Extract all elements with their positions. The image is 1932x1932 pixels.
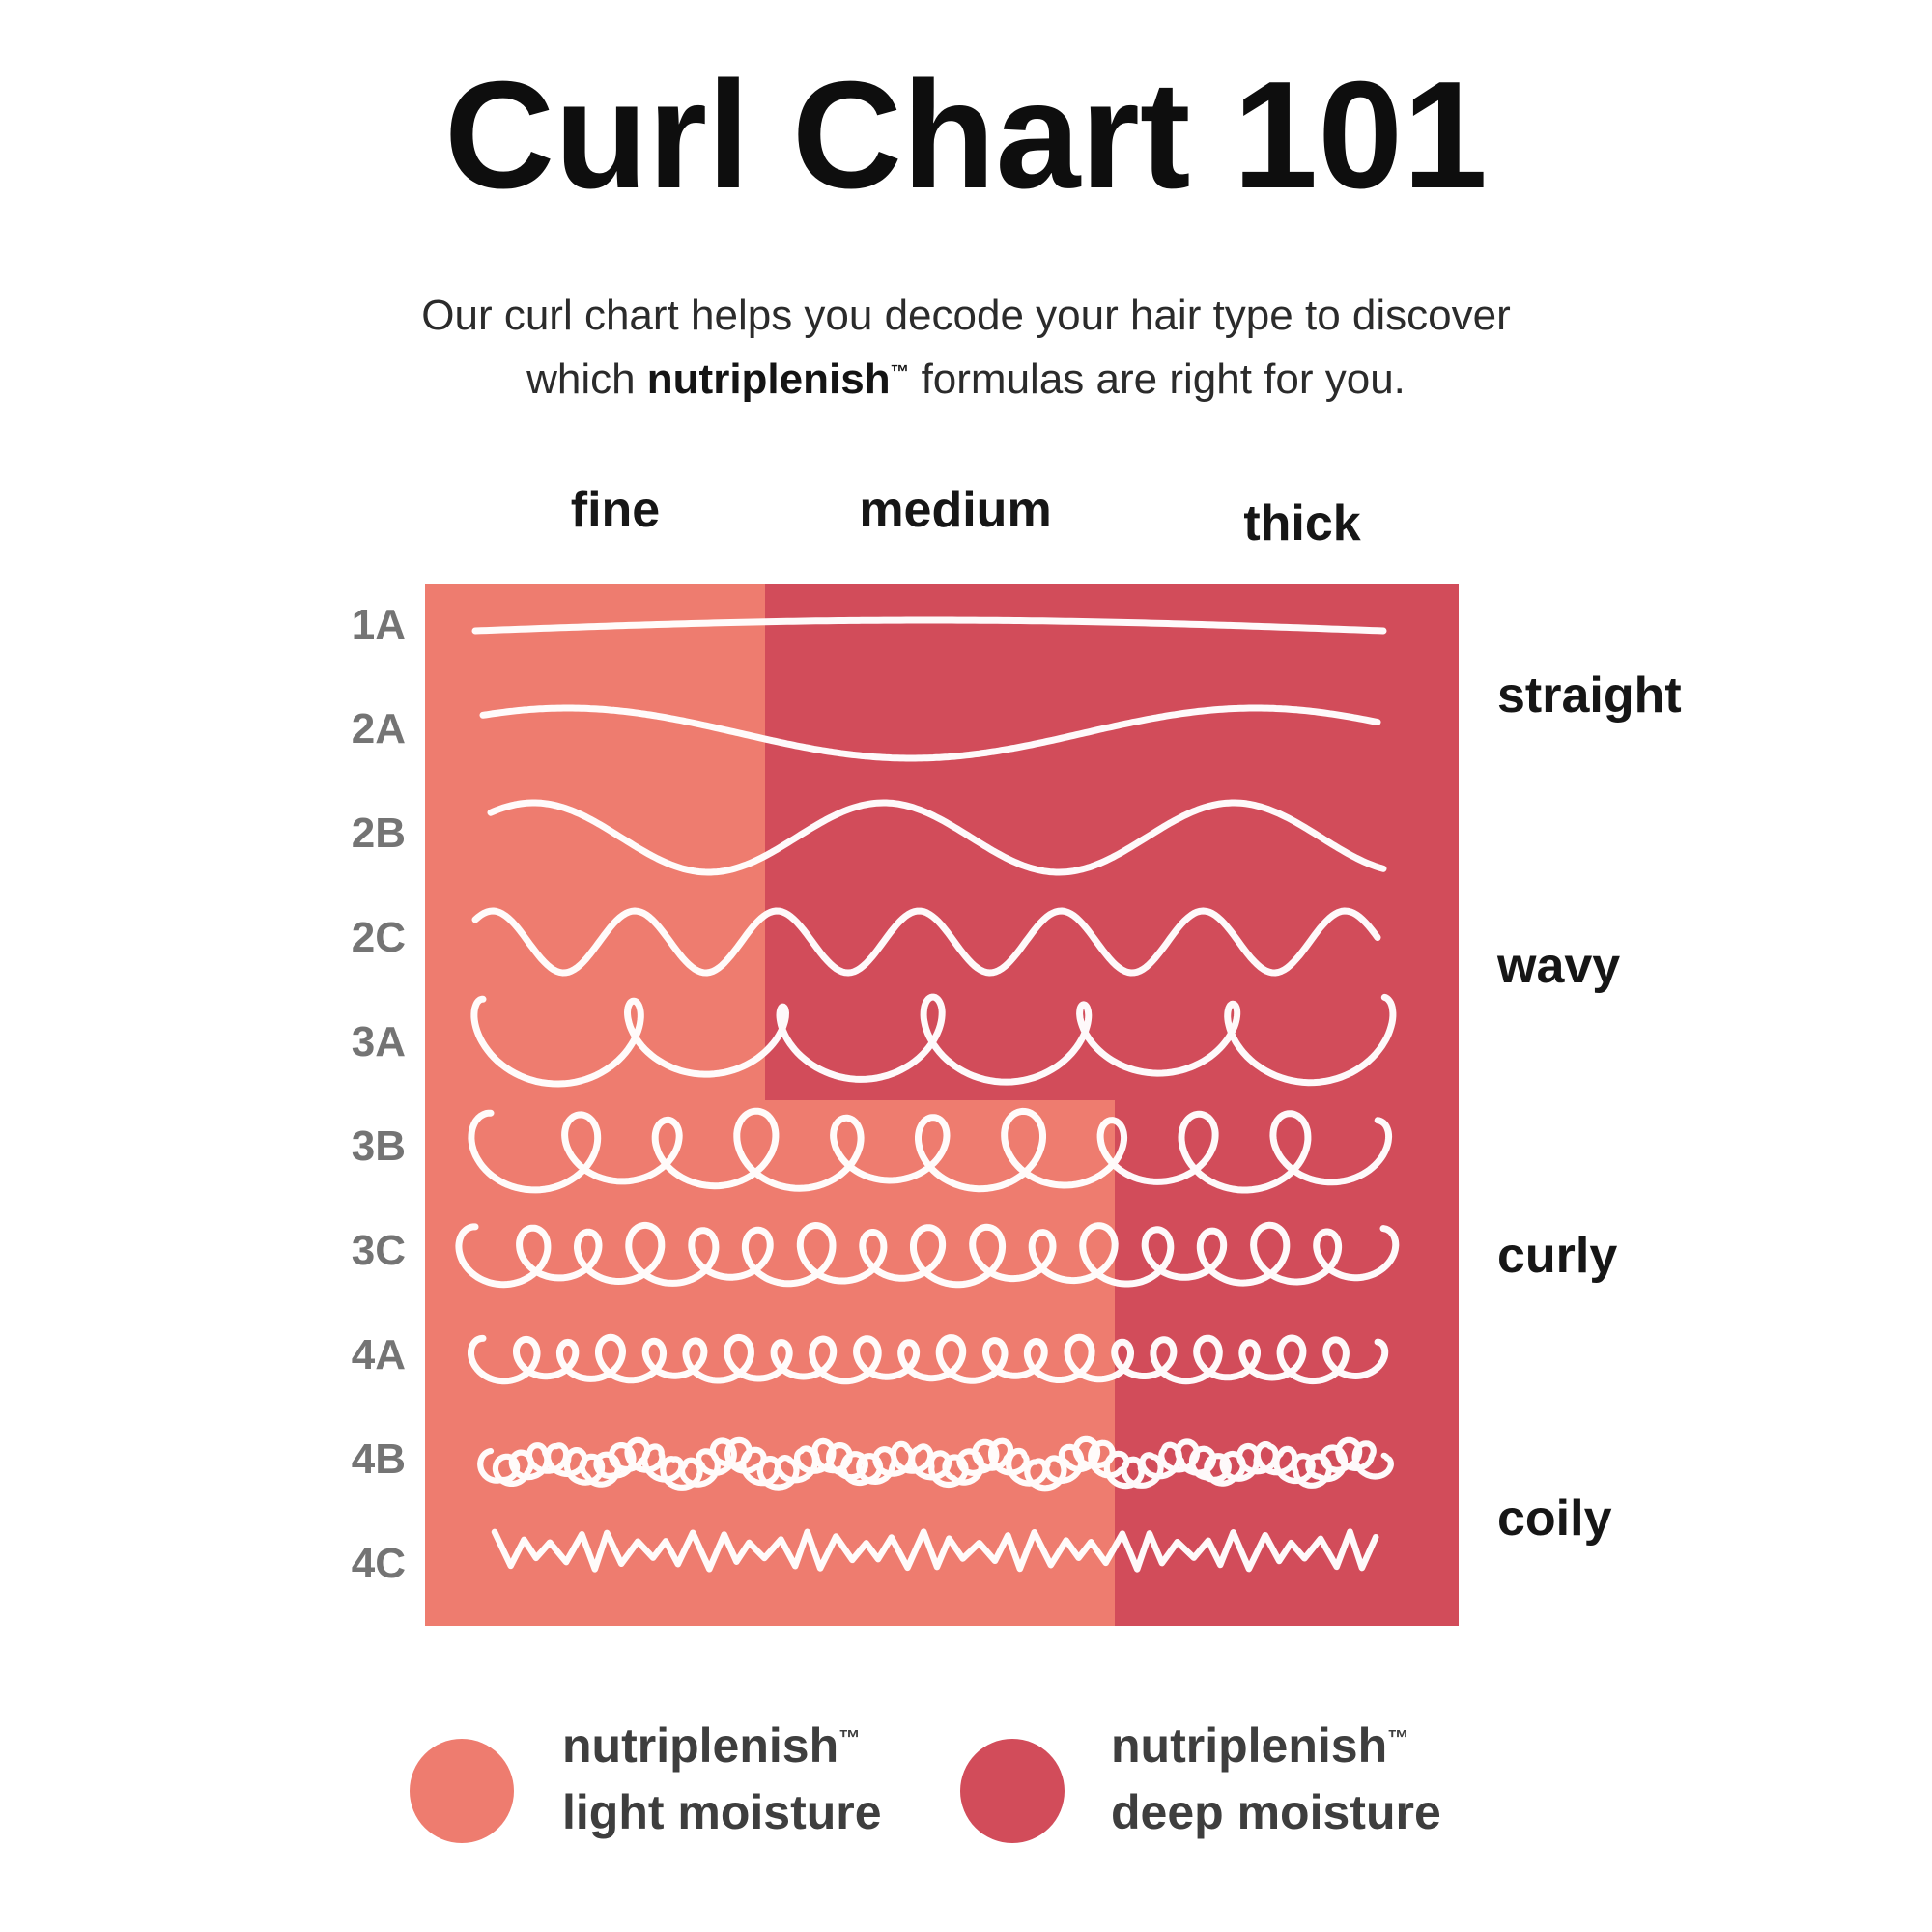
legend-tm-deep: ™ <box>1387 1725 1409 1750</box>
legend-label-light-moisture: nutriplenish™ light moisture <box>562 1713 882 1846</box>
legend-brand-light: nutriplenish <box>562 1719 839 1773</box>
column-header-thick: thick <box>1243 496 1361 552</box>
row-label-4B: 4B <box>351 1435 406 1483</box>
group-label-wavy: wavy <box>1497 938 1621 994</box>
trademark-symbol: ™ <box>890 361 910 384</box>
row-label-2A: 2A <box>351 705 406 753</box>
brand-name: nutriplenish <box>646 355 891 403</box>
subtitle-line-1: Our curl chart helps you decode your hai… <box>421 292 1511 339</box>
row-label-1A: 1A <box>351 601 406 648</box>
legend-label-deep-moisture: nutriplenish™ deep moisture <box>1111 1713 1441 1846</box>
group-label-coily: coily <box>1497 1491 1612 1547</box>
row-label-4A: 4A <box>351 1331 406 1378</box>
row-label-3C: 3C <box>351 1227 406 1274</box>
subtitle-line2-prefix: which <box>526 355 647 403</box>
legend-brand-deep: nutriplenish <box>1111 1719 1388 1773</box>
legend-tm-light: ™ <box>838 1725 861 1750</box>
light-moisture-region-bottom <box>425 1100 1115 1626</box>
row-label-2C: 2C <box>351 914 406 961</box>
group-label-curly: curly <box>1497 1228 1618 1284</box>
row-label-2B: 2B <box>351 810 406 857</box>
legend-text-deep-moisture: deep moisture <box>1111 1785 1441 1839</box>
page-title: Curl Chart 101 <box>443 50 1488 220</box>
legend-swatch-light-moisture <box>410 1739 514 1843</box>
legend-swatch-deep-moisture <box>960 1739 1065 1843</box>
row-label-3B: 3B <box>351 1122 406 1170</box>
legend-text-light-moisture: light moisture <box>562 1785 882 1839</box>
row-label-3A: 3A <box>351 1018 406 1065</box>
group-label-straight: straight <box>1497 668 1682 724</box>
subtitle-line-2: which nutriplenish™ formulas are right f… <box>0 354 1932 406</box>
row-label-4C: 4C <box>351 1540 406 1587</box>
column-header-medium: medium <box>859 482 1052 538</box>
light-moisture-region-top <box>425 584 765 1100</box>
column-header-fine: fine <box>570 482 661 538</box>
curl-chart-canvas <box>425 584 1459 1626</box>
subtitle-line2-suffix: formulas are right for you. <box>909 355 1406 403</box>
